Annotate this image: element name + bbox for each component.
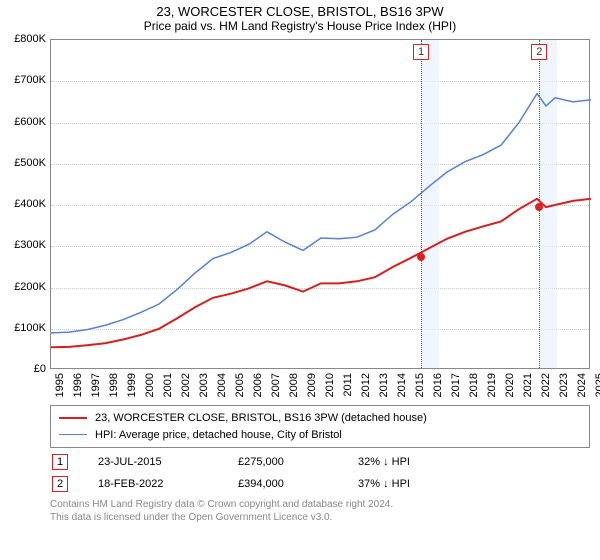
legend-box: 23, WORCESTER CLOSE, BRISTOL, BS16 3PW (… (50, 405, 590, 448)
x-tick-label: 2003 (198, 373, 210, 397)
legend-block: 23, WORCESTER CLOSE, BRISTOL, BS16 3PW (… (50, 405, 590, 492)
x-tick-label: 2016 (432, 373, 444, 397)
x-tick-label: 2008 (288, 373, 300, 397)
chart-container: 23, WORCESTER CLOSE, BRISTOL, BS16 3PW P… (0, 0, 600, 560)
sale-row-number: 1 (52, 454, 68, 470)
sale-row-number: 2 (52, 476, 68, 492)
y-tick-label: £700K (14, 74, 46, 86)
x-tick-label: 2021 (522, 373, 534, 397)
y-tick-label: £300K (14, 239, 46, 251)
legend-label-hpi: HPI: Average price, detached house, City… (95, 427, 342, 444)
x-tick-label: 2025 (594, 373, 600, 397)
x-tick-label: 2000 (144, 373, 156, 397)
x-tick-label: 2018 (468, 373, 480, 397)
y-tick-label: £600K (14, 116, 46, 128)
y-tick-label: £0 (34, 363, 46, 375)
series-hpi (51, 94, 591, 333)
sale-row: 1 23-JUL-2015 £275,000 32% ↓ HPI (50, 454, 590, 470)
footer-attribution: Contains HM Land Registry data © Crown c… (50, 498, 590, 524)
x-tick-label: 2010 (324, 373, 336, 397)
x-tick-label: 2019 (486, 373, 498, 397)
y-tick-label: £500K (14, 157, 46, 169)
sale-price: £275,000 (238, 456, 348, 468)
x-tick-label: 2009 (306, 373, 318, 397)
legend-swatch-hpi (59, 434, 87, 435)
sale-date: 23-JUL-2015 (98, 456, 228, 468)
x-tick-label: 2001 (162, 373, 174, 397)
x-tick-label: 2017 (450, 373, 462, 397)
sale-dot (417, 253, 425, 261)
x-tick-label: 2015 (414, 373, 426, 397)
x-tick-label: 2007 (270, 373, 282, 397)
x-tick-label: 2012 (360, 373, 372, 397)
y-tick-label: £400K (14, 198, 46, 210)
x-tick-label: 2002 (180, 373, 192, 397)
sale-diff: 32% ↓ HPI (358, 456, 410, 468)
legend-label-property: 23, WORCESTER CLOSE, BRISTOL, BS16 3PW (… (95, 410, 427, 427)
y-tick-label: £800K (14, 33, 46, 45)
x-tick-label: 2024 (576, 373, 588, 397)
x-tick-label: 2013 (378, 373, 390, 397)
x-tick-label: 2011 (342, 373, 354, 397)
x-tick-label: 2022 (540, 373, 552, 397)
x-tick-label: 1997 (90, 373, 102, 397)
sale-date: 18-FEB-2022 (98, 478, 228, 490)
x-tick-label: 2004 (216, 373, 228, 397)
chart-subtitle: Price paid vs. HM Land Registry's House … (0, 19, 600, 39)
x-tick-label: 2005 (234, 373, 246, 397)
x-tick-label: 2014 (396, 373, 408, 397)
footer-line-1: Contains HM Land Registry data © Crown c… (50, 498, 590, 511)
x-tick-label: 1998 (108, 373, 120, 397)
sale-diff: 37% ↓ HPI (358, 478, 410, 490)
sale-row: 2 18-FEB-2022 £394,000 37% ↓ HPI (50, 476, 590, 492)
line-layer (51, 40, 591, 370)
series-property (51, 199, 591, 347)
chart-area: 12 £0£100K£200K£300K£400K£500K£600K£700K… (50, 39, 590, 399)
y-tick-label: £200K (14, 281, 46, 293)
legend-item-property: 23, WORCESTER CLOSE, BRISTOL, BS16 3PW (… (59, 410, 581, 427)
x-tick-label: 1995 (54, 373, 66, 397)
x-tick-label: 2006 (252, 373, 264, 397)
sale-dot (535, 203, 543, 211)
chart-title: 23, WORCESTER CLOSE, BRISTOL, BS16 3PW (0, 0, 600, 19)
sale-price: £394,000 (238, 478, 348, 490)
plot-region: 12 (50, 39, 590, 369)
x-tick-label: 2023 (558, 373, 570, 397)
legend-swatch-property (59, 417, 87, 419)
x-tick-label: 1999 (126, 373, 138, 397)
legend-item-hpi: HPI: Average price, detached house, City… (59, 427, 581, 444)
x-tick-label: 1996 (72, 373, 84, 397)
footer-line-2: This data is licensed under the Open Gov… (50, 511, 590, 524)
y-tick-label: £100K (14, 322, 46, 334)
x-tick-label: 2020 (504, 373, 516, 397)
